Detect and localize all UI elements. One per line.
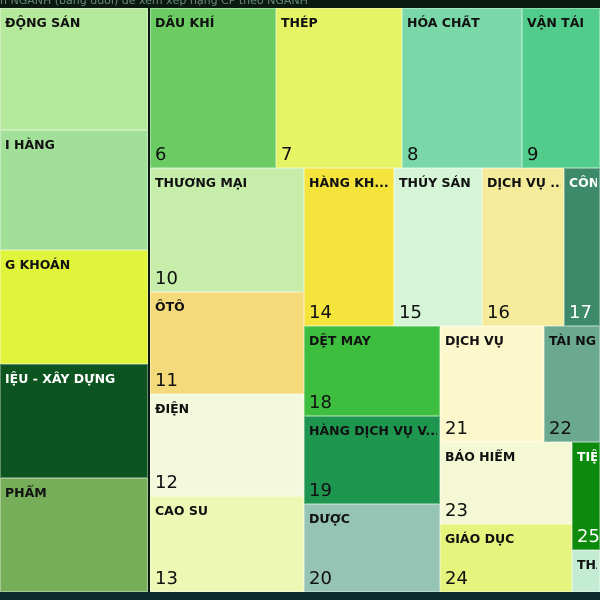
tile-label: I HÀNG (5, 137, 55, 152)
tile[interactable]: DỆT MAY 18 (304, 326, 440, 416)
tile[interactable]: DẦU KHÍ 6 (150, 8, 276, 168)
tile[interactable]: VẬN TẢI 9 (522, 8, 600, 168)
tile-label: CÔN (569, 175, 597, 190)
tile[interactable]: HÀNG DỊCH VỤ V... 19 (304, 416, 440, 504)
tile[interactable]: TIỆ 25 (572, 442, 600, 550)
tile-rank: 24 (445, 568, 468, 589)
tile[interactable]: THÉP 7 (276, 8, 402, 168)
tile-label: THỦY SẢN (399, 175, 471, 190)
tile-label: ÔTÔ (155, 299, 185, 314)
tile[interactable]: G KHOÁN (0, 250, 148, 364)
tile-rank: 23 (445, 500, 468, 521)
tile-rank: 18 (309, 392, 332, 413)
tile[interactable]: ÔTÔ 11 (150, 292, 304, 394)
tile-rank: 25 (577, 526, 600, 547)
tile-label: THA (577, 557, 597, 572)
tile[interactable]: DƯỢC 20 (304, 504, 440, 592)
tile-rank: 10 (155, 268, 178, 289)
tile-label: THƯƠNG MẠI (155, 175, 248, 190)
tile[interactable]: ĐỘNG SẢN (0, 8, 148, 130)
tile[interactable]: DỊCH VỤ 21 (440, 326, 544, 442)
tile-label: PHẨM (5, 485, 47, 500)
tile[interactable]: CÔN 17 (564, 168, 600, 326)
tile-rank: 15 (399, 302, 422, 323)
footer-bar (0, 592, 600, 600)
tile[interactable]: GIÁO DỤC 24 (440, 524, 572, 592)
header-text: n NGÀNH (bảng dưới) để xem xếp hạng CP t… (0, 0, 308, 7)
tile-label: DỊCH VỤ (445, 333, 504, 348)
tile-label: IỆU - XÂY DỰNG (5, 371, 116, 386)
tile-label: GIÁO DỤC (445, 531, 515, 546)
tile-label: VẬN TẢI (527, 15, 585, 30)
tile-label: DỊCH VỤ ... (487, 175, 561, 190)
tile-label: DƯỢC (309, 511, 350, 526)
tile-rank: 9 (527, 144, 539, 165)
tile-rank: 12 (155, 472, 178, 493)
tile-rank: 21 (445, 418, 468, 439)
tile-label: CAO SU (155, 503, 208, 518)
tile[interactable]: TÀI NGU 22 (544, 326, 600, 442)
tile-rank: 14 (309, 302, 332, 323)
tile-rank: 17 (569, 302, 592, 323)
tile-rank: 13 (155, 568, 178, 589)
tile-label: DỆT MAY (309, 333, 371, 348)
tile-label: BẢO HIỂM (445, 449, 516, 464)
tile-rank: 22 (549, 418, 572, 439)
tile-rank: 16 (487, 302, 510, 323)
tile-label: THÉP (281, 15, 318, 30)
tile-rank: 11 (155, 370, 178, 391)
tile-rank: 8 (407, 144, 419, 165)
tile-rank: 20 (309, 568, 332, 589)
tile-rank: 7 (281, 144, 293, 165)
tile[interactable]: HÀNG KH... 14 (304, 168, 394, 326)
tile-label: G KHOÁN (5, 257, 71, 272)
tile[interactable]: BẢO HIỂM 23 (440, 442, 572, 524)
tile-rank: 19 (309, 480, 332, 501)
tile[interactable]: I HÀNG (0, 130, 148, 250)
tile[interactable]: ĐIỆN 12 (150, 394, 304, 496)
tile[interactable]: IỆU - XÂY DỰNG (0, 364, 148, 478)
tile-label: ĐỘNG SẢN (5, 15, 81, 30)
tile[interactable]: CAO SU 13 (150, 496, 304, 592)
tile-label: HÓA CHẤT (407, 15, 480, 30)
tile-label: HÀNG DỊCH VỤ V... (309, 423, 437, 438)
tile[interactable]: THƯƠNG MẠI 10 (150, 168, 304, 292)
tile[interactable]: HÓA CHẤT 8 (402, 8, 522, 168)
tile-label: TÀI NGU (549, 333, 597, 348)
tile-label: DẦU KHÍ (155, 15, 215, 30)
tile[interactable]: THỦY SẢN 15 (394, 168, 482, 326)
tile-rank: 6 (155, 144, 167, 165)
tile[interactable]: DỊCH VỤ ... 16 (482, 168, 564, 326)
tile-label: ĐIỆN (155, 401, 190, 416)
tile-label: TIỆ (577, 449, 597, 464)
tile[interactable]: THA (572, 550, 600, 592)
tile[interactable]: PHẨM (0, 478, 148, 592)
tile-label: HÀNG KH... (309, 175, 389, 190)
